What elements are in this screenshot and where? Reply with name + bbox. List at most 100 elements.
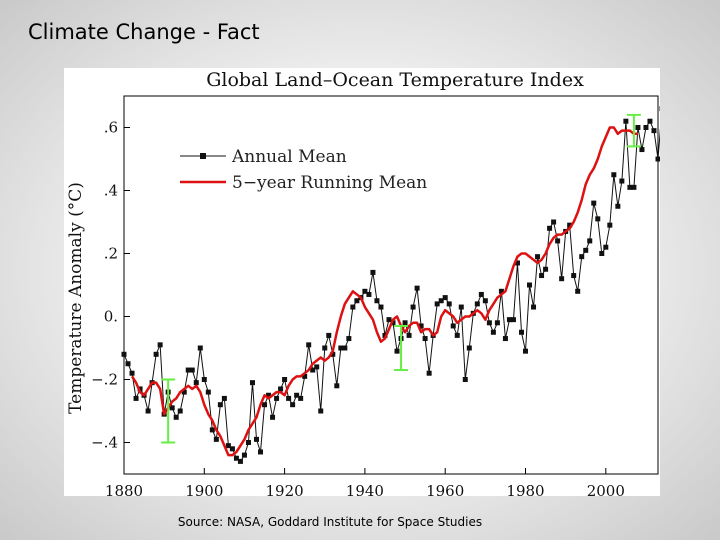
annual-mean-point <box>647 118 653 124</box>
annual-mean-point <box>253 436 259 442</box>
plot-area-border <box>123 95 659 475</box>
annual-mean-point <box>278 386 284 392</box>
x-tick-label: 1880 <box>105 482 143 496</box>
annual-mean-point <box>394 348 400 354</box>
annual-mean-point <box>482 298 488 304</box>
annual-mean-point <box>129 370 135 376</box>
legend-label-annual: Annual Mean <box>231 147 347 167</box>
annual-mean-point <box>258 449 264 455</box>
annual-mean-point <box>193 380 199 386</box>
annual-mean-point <box>386 317 392 323</box>
annual-mean-point <box>362 288 368 294</box>
error-bar <box>626 113 641 148</box>
annual-mean-point <box>490 329 496 335</box>
annual-mean-point <box>314 364 320 370</box>
annual-mean-point <box>237 458 243 464</box>
annual-mean-point <box>478 291 484 297</box>
annual-mean-point <box>619 178 625 184</box>
annual-mean-point <box>551 219 557 225</box>
legend-label-running: 5−year Running Mean <box>232 173 427 193</box>
annual-mean-point <box>189 367 195 373</box>
annual-mean-point <box>547 225 553 231</box>
annual-mean-point <box>643 125 649 130</box>
annual-mean-point <box>579 254 585 260</box>
annual-mean-point <box>366 291 372 297</box>
chart-frame: Global Land–Ocean Temperature Index Temp… <box>64 68 660 496</box>
annual-mean-point <box>197 345 203 351</box>
annual-mean-point <box>651 128 657 134</box>
annual-mean-point <box>502 336 508 342</box>
annual-mean-point <box>229 446 235 452</box>
annual-mean-point <box>466 345 472 351</box>
annual-mean-point <box>217 402 223 408</box>
annual-mean-point <box>177 408 183 414</box>
annual-mean-point <box>350 304 356 310</box>
annual-mean-point <box>555 238 561 244</box>
annual-mean-point <box>153 351 159 357</box>
annual-mean-point <box>571 273 577 279</box>
annual-mean-point <box>205 389 211 395</box>
annual-mean-point <box>241 452 247 458</box>
annual-mean-point <box>575 288 581 294</box>
annual-mean-point <box>169 405 175 411</box>
axis-ticks: 1880 1900 1920 1940 1960 1980 2000 −.4 −.2 0. .2 .4… <box>91 119 625 497</box>
annual-mean-point <box>201 377 207 382</box>
annual-mean-point <box>474 301 480 307</box>
y-tick-label: .2 <box>104 245 118 263</box>
annual-mean-point <box>274 395 280 401</box>
x-tick-label: 1920 <box>266 482 304 496</box>
y-axis-label: Temperature Anomaly (°C) <box>66 182 86 414</box>
annual-mean-point <box>121 351 127 357</box>
annual-mean-point <box>446 301 452 307</box>
annual-mean-point <box>233 455 239 461</box>
annual-mean-point <box>523 348 529 354</box>
annual-mean-point <box>535 254 541 260</box>
annual-mean-point <box>623 118 629 124</box>
running-mean-series <box>130 126 638 457</box>
annual-mean-point <box>450 323 456 329</box>
annual-mean-point <box>354 298 360 304</box>
error-bar <box>394 324 409 372</box>
annual-mean-point <box>378 304 384 310</box>
annual-mean-point <box>635 125 641 130</box>
annual-mean-point <box>631 184 637 190</box>
annual-mean-point <box>543 266 549 272</box>
annual-mean-point <box>245 440 251 445</box>
annual-mean-point <box>125 361 131 367</box>
legend-entry-running: 5−year Running Mean <box>180 173 427 193</box>
x-tick-label: 1940 <box>346 482 384 496</box>
annual-mean-point <box>438 298 444 304</box>
annual-mean-point <box>639 147 645 153</box>
annual-mean-point <box>434 301 440 307</box>
annual-mean-point <box>591 200 597 206</box>
y-tick-label: .4 <box>104 182 118 200</box>
annual-mean-point <box>266 392 272 398</box>
annual-mean-point <box>330 351 336 357</box>
annual-mean-point <box>282 377 288 382</box>
annual-mean-point <box>498 288 504 294</box>
annual-mean-point <box>298 395 304 401</box>
x-tick-label: 1960 <box>426 482 464 496</box>
x-tick-label: 1900 <box>185 482 223 496</box>
annual-mean-point <box>209 427 215 433</box>
annual-mean-point <box>213 436 219 442</box>
annual-mean-point <box>145 408 151 414</box>
x-tick-label: 2000 <box>587 482 625 496</box>
annual-mean-point <box>595 216 601 222</box>
y-tick-label: −.2 <box>91 371 118 389</box>
annual-mean-point <box>414 285 420 291</box>
annual-mean-point <box>599 251 605 256</box>
annual-mean-point <box>603 244 609 250</box>
annual-mean-point <box>607 222 613 228</box>
annual-mean-point <box>410 304 416 310</box>
annual-mean-point <box>370 269 376 275</box>
annual-mean-point <box>494 320 500 326</box>
annual-mean-point <box>559 276 565 282</box>
annual-mean-point <box>290 402 296 408</box>
legend: Annual Mean 5−year Running Mean <box>180 147 427 193</box>
annual-mean-point <box>506 317 512 323</box>
legend-entry-annual: Annual Mean <box>180 147 347 167</box>
annual-mean-point <box>306 342 312 348</box>
annual-mean-point <box>615 203 621 209</box>
annual-mean-line <box>123 120 660 463</box>
